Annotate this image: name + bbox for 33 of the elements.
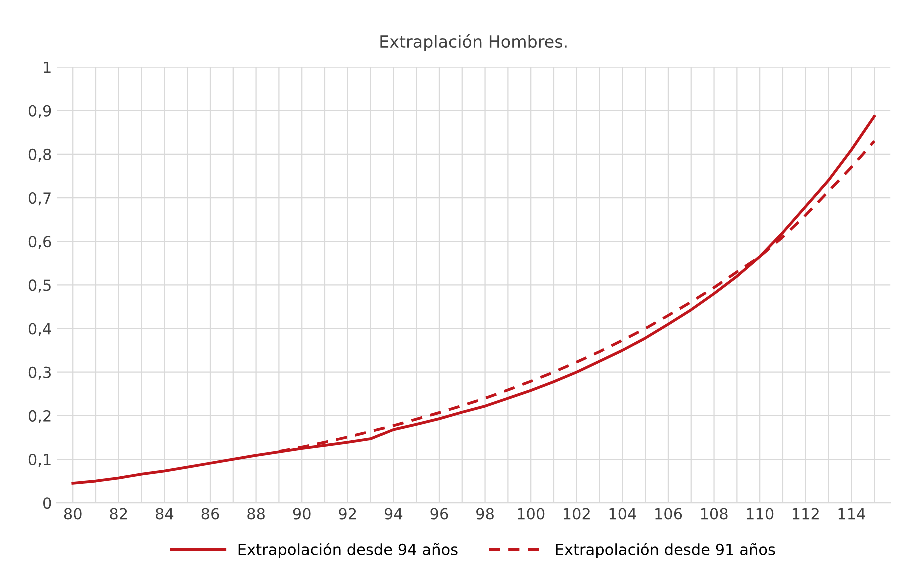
legend-label: Extrapolación desde 94 años [238,543,458,558]
y-tick-label: 0,2 [28,410,51,424]
x-tick-label: 112 [792,508,819,520]
x-tick-label: 102 [564,508,590,520]
y-tick-label: 0,1 [28,454,51,468]
y-tick-label: 0,5 [28,280,51,293]
x-tick-label: 86 [202,508,220,520]
x-tick-label: 88 [248,508,265,520]
x-tick-label: 92 [339,508,356,520]
x-tick-label: 100 [518,508,545,520]
y-tick-label: 0 [44,498,52,510]
x-tick-label: 98 [476,508,494,520]
x-tick-label: 96 [430,508,448,520]
y-tick-label: 0,6 [28,236,52,250]
y-tick-label: 0,4 [28,323,52,336]
y-tick-label: 0,7 [28,192,51,206]
x-tick-label: 82 [110,508,128,520]
y-tick-label: 0,3 [28,366,51,380]
x-tick-label: 110 [747,508,774,520]
x-tick-label: 80 [64,508,82,520]
y-tick-label: 0,8 [28,148,52,162]
chart-title: Extraplación Hombres. [380,34,567,52]
y-tick-label: 0,9 [28,105,52,118]
x-tick-label: 90 [293,508,311,520]
legend-label: Extrapolación desde 91 años [556,543,776,558]
line-series [72,115,876,485]
x-tick-label: 94 [384,508,403,520]
x-tick-label: 114 [838,508,866,520]
x-tick-label: 104 [610,508,636,520]
x-tick-label: 106 [656,508,682,520]
x-tick-label: 108 [701,508,728,520]
y-tick-label: 1 [44,62,51,74]
x-tick-label: 84 [156,508,174,520]
